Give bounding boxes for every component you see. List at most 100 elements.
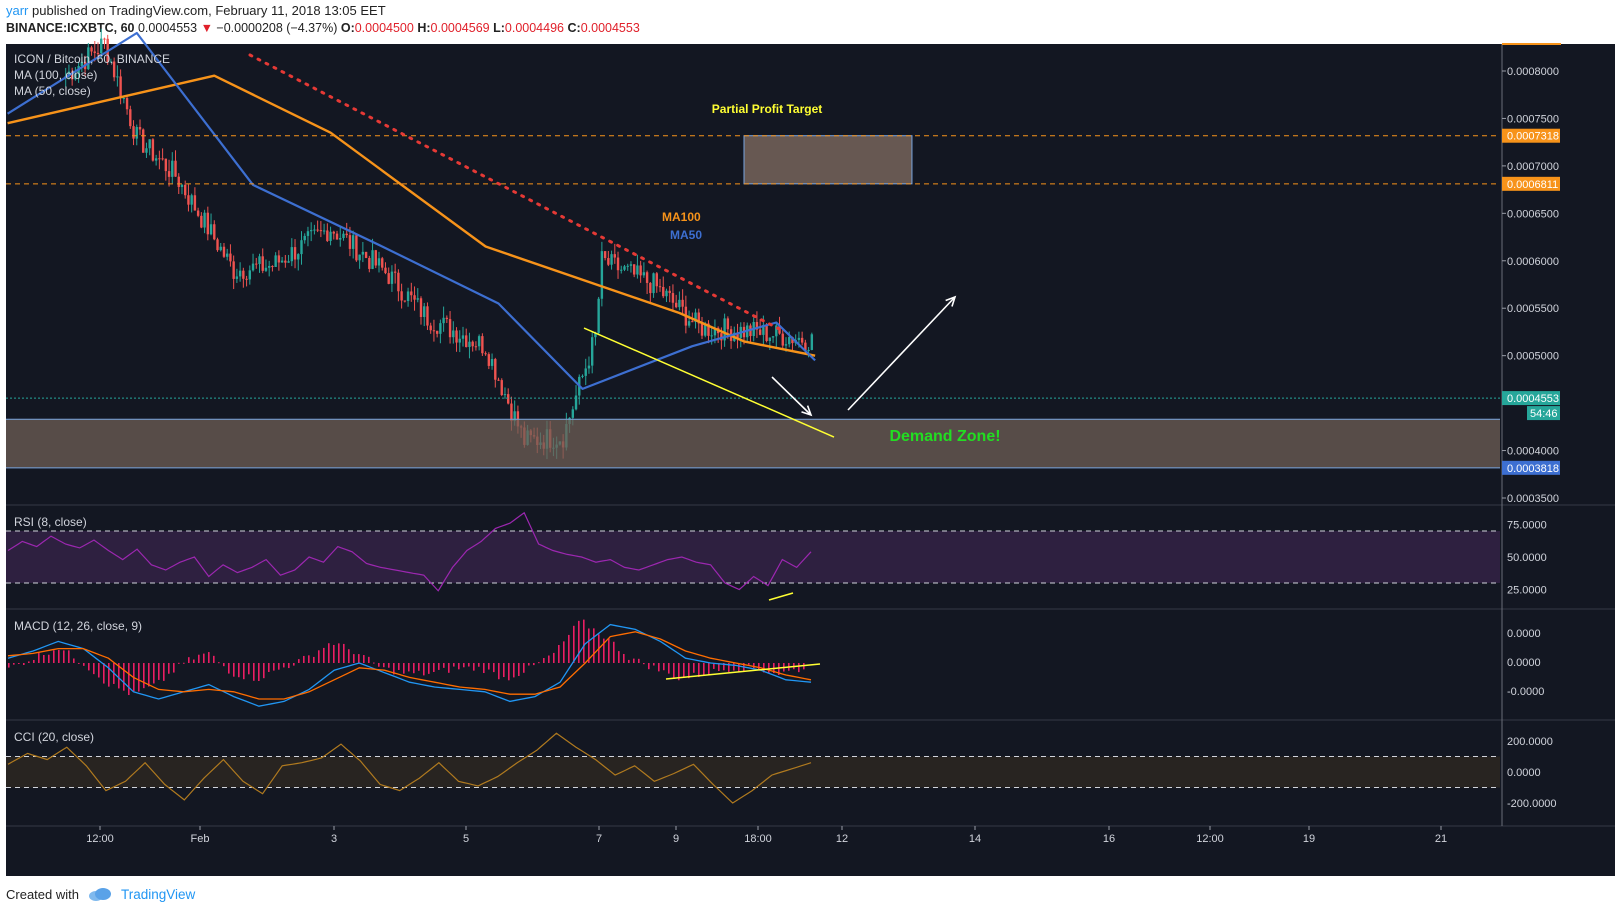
last-price: 0.0004553 [137, 21, 198, 35]
candle-body [707, 323, 710, 336]
ma50-label: MA50 [670, 228, 702, 242]
down-arrow [771, 376, 812, 416]
macd-histogram-bar [673, 663, 675, 680]
macd-histogram-bar [228, 663, 230, 674]
time-tick-label: 21 [1435, 833, 1447, 845]
macd-histogram-bar [718, 663, 720, 671]
candle-body [694, 312, 697, 322]
macd-histogram-bar [708, 663, 710, 676]
time-axis[interactable]: 12:00 Feb 3 5 7 9 18:00 12 14 16 12:00 19 21 [86, 826, 1447, 845]
macd-signal-line [7, 631, 812, 700]
candle-body [704, 323, 707, 336]
candle-body [267, 266, 271, 268]
time-tick-label: 16 [1103, 833, 1115, 845]
candle-body [726, 318, 730, 330]
macd-histogram-bar [308, 655, 310, 663]
symbol-label: BINANCE:ICXBTC, 60 [6, 21, 135, 35]
candle-body [222, 246, 226, 257]
macd-tick-label: 0.0000 [1507, 628, 1541, 640]
tradingview-link[interactable]: TradingView [120, 886, 196, 902]
price-pane[interactable] [7, 28, 816, 460]
macd-histogram-bar [48, 654, 50, 663]
candle-body [629, 264, 633, 266]
price-label-bg [1502, 391, 1560, 406]
candle-body [442, 317, 445, 324]
candle-body [513, 411, 516, 422]
macd-histogram-bar [768, 663, 770, 674]
created-with-text: Created with [6, 886, 79, 902]
macd-histogram-bar [243, 663, 245, 680]
candle-body [355, 235, 358, 261]
candle-body [574, 395, 578, 410]
candle-body [607, 258, 610, 265]
candle-body [432, 330, 436, 332]
candle-body [387, 273, 390, 284]
price-label-text: 0.0004553 [1507, 393, 1559, 405]
macd-histogram-bar [253, 663, 255, 681]
author-link[interactable]: yarr [6, 3, 29, 18]
macd-histogram-bar [298, 659, 300, 663]
candle-body [177, 176, 180, 187]
candle-body [116, 76, 119, 78]
macd-histogram-bar [208, 652, 210, 663]
candle-body [258, 256, 261, 265]
macd-histogram-bar [23, 663, 25, 666]
macd-histogram-bar [423, 663, 425, 676]
open-value: 0.0004500 [354, 21, 414, 35]
price-tick-label: 0.0007500 [1507, 113, 1559, 125]
trading-chart[interactable]: Partial Profit Target MA100 MA50 Demand Zon… [0, 0, 1621, 882]
macd-histogram-bar [333, 644, 335, 663]
candle-body [419, 298, 423, 318]
macd-histogram-bar [148, 663, 150, 687]
down-arrow-head [801, 405, 813, 417]
macd-histogram-bar [608, 638, 610, 663]
candle-body [626, 265, 629, 267]
candle-body [791, 337, 794, 344]
candle-body [145, 148, 148, 153]
ma100-label: MA100 [662, 210, 701, 224]
candle-body [377, 258, 381, 266]
macd-histogram-bar [643, 663, 645, 665]
candle-body [700, 323, 704, 336]
candle-body [632, 264, 636, 275]
macd-histogram-bar [373, 662, 375, 664]
macd-histogram-bar [13, 663, 15, 665]
macd-histogram-bar [723, 663, 725, 671]
candle-body [788, 337, 791, 345]
candle-body [206, 212, 210, 235]
time-tick-label: 9 [673, 833, 679, 845]
candle-body [219, 246, 222, 251]
demand-zone [6, 419, 1500, 468]
candle-body [503, 394, 507, 396]
macd-histogram-bar [503, 663, 505, 678]
candle-body [309, 230, 313, 232]
candle-body [762, 325, 765, 335]
macd-histogram-bar [33, 659, 35, 663]
cci-legend: CCI (20, close) [14, 730, 94, 744]
ma50-line [7, 31, 816, 390]
macd-histogram-bar [328, 643, 330, 663]
macd-histogram-bar [313, 656, 315, 663]
price-axis[interactable]: 0.0008000 0.0007500 0.0007000 0.0006500 0.00… [1502, 66, 1560, 810]
candle-body [736, 332, 739, 338]
candle-body [277, 255, 281, 263]
macd-histogram-bar [508, 663, 510, 681]
macd-histogram-bar [693, 663, 695, 673]
macd-histogram-bar [433, 663, 435, 672]
candle-body [804, 342, 807, 351]
up-arrow-head [945, 295, 957, 307]
open-label: O: [340, 21, 355, 35]
candle-body [93, 51, 96, 53]
macd-histogram-bar [538, 662, 540, 664]
rsi-divergence-line [768, 592, 794, 601]
cci-tick-label: 200.0000 [1507, 736, 1553, 748]
macd-histogram-bar [158, 663, 160, 680]
candle-body [122, 98, 126, 100]
macd-histogram-bar [303, 655, 305, 663]
candle-body [487, 354, 491, 366]
candle-body [303, 235, 306, 241]
macd-histogram-bar [648, 663, 650, 670]
macd-histogram-bar [198, 654, 200, 663]
candle-body [771, 336, 775, 338]
macd-histogram-bar [468, 663, 470, 667]
